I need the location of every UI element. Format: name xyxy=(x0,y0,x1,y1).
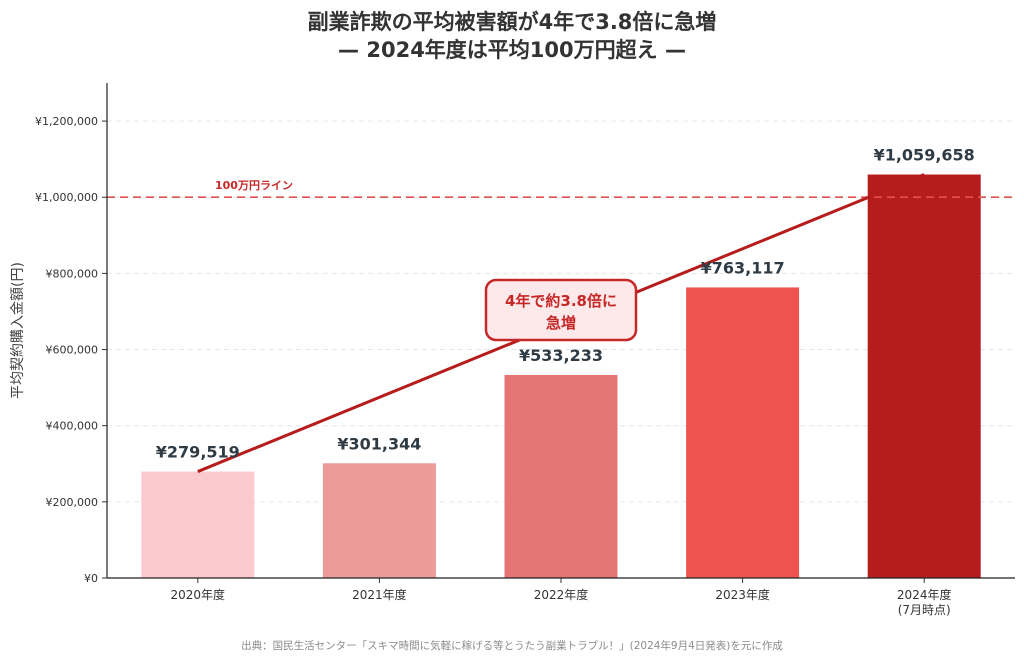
annotation-text-line2: 急増 xyxy=(546,314,576,332)
x-tick-label: 2020年度 xyxy=(171,587,226,602)
bar xyxy=(686,287,800,578)
y-tick-label: ¥400,000 xyxy=(46,420,99,433)
value-label: ¥533,233 xyxy=(519,346,603,365)
y-axis-label: 平均契約購入金額(円) xyxy=(10,262,26,399)
y-tick-label: ¥1,200,000 xyxy=(35,115,98,128)
annotation-box xyxy=(484,278,638,342)
value-label: ¥301,344 xyxy=(337,434,421,453)
y-tick-label: ¥600,000 xyxy=(46,344,99,357)
y-tick-label: ¥800,000 xyxy=(46,267,99,280)
x-tick-label: (7月時点) xyxy=(898,603,951,617)
x-tick-label: 2022年度 xyxy=(534,587,589,602)
value-label: ¥1,059,658 xyxy=(874,146,975,165)
y-tick-label: ¥200,000 xyxy=(46,496,99,509)
value-label: ¥763,117 xyxy=(701,258,785,277)
bar xyxy=(322,463,436,578)
bar xyxy=(504,374,618,578)
value-label: ¥279,519 xyxy=(156,443,240,462)
x-tick-label: 2021年度 xyxy=(352,587,407,602)
chart-title: 副業詐欺の平均被害額が4年で3.8倍に急増 xyxy=(307,10,717,34)
reference-line-label: 100万円ライン xyxy=(215,179,293,192)
annotation-text-line1: 4年で約3.8倍に xyxy=(505,292,617,310)
x-tick-label: 2024年度 xyxy=(897,587,952,602)
bar xyxy=(141,471,255,578)
x-tick-label: 2023年度 xyxy=(715,587,770,602)
y-tick-label: ¥0 xyxy=(84,572,98,585)
bar xyxy=(867,174,981,578)
source-note: 出典：国民生活センター「スキマ時間に気軽に稼げる等とうたう副業トラブル！」(20… xyxy=(241,640,783,652)
y-tick-label: ¥1,000,000 xyxy=(35,191,98,204)
chart-subtitle: — 2024年度は平均100万円超え — xyxy=(338,38,686,62)
